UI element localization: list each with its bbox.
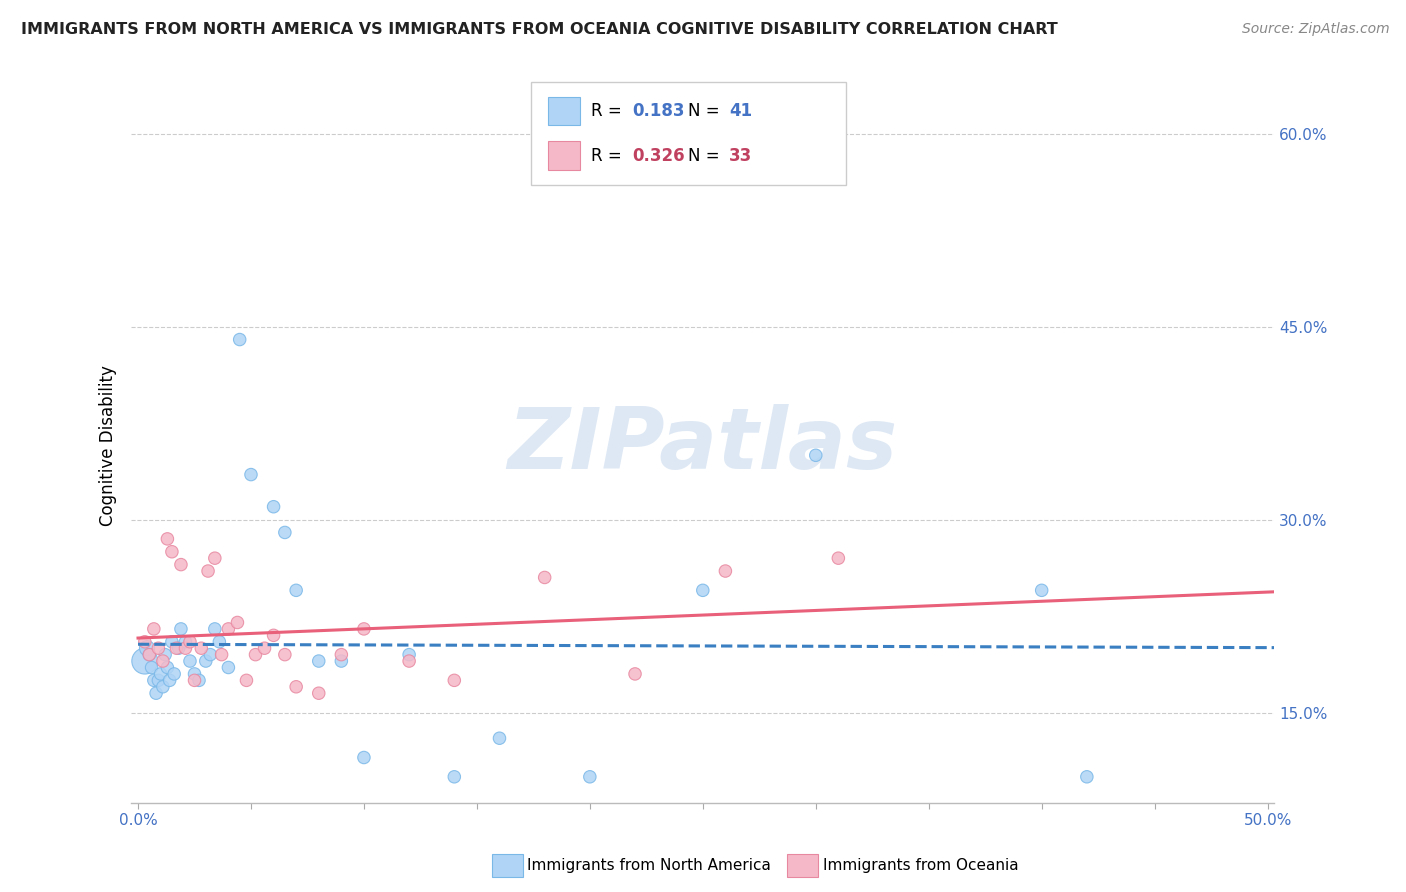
Point: [141, 660, 163, 674]
Point: [443, 673, 465, 688]
Text: 0.326: 0.326: [631, 146, 685, 164]
Text: 41: 41: [730, 103, 752, 120]
Point: [443, 770, 465, 784]
Point: [167, 641, 190, 656]
Text: Immigrants from Oceania: Immigrants from Oceania: [823, 858, 1018, 872]
Point: [170, 622, 193, 636]
Text: R =: R =: [591, 146, 627, 164]
Point: [245, 648, 267, 662]
Point: [398, 648, 420, 662]
Point: [163, 667, 186, 681]
Point: [142, 673, 165, 688]
Point: [692, 583, 714, 598]
Point: [179, 634, 201, 648]
Point: [142, 622, 165, 636]
Point: [156, 660, 179, 674]
Point: [263, 500, 285, 514]
Point: [138, 648, 160, 662]
Point: [165, 641, 187, 656]
Point: [488, 731, 510, 746]
Point: [156, 532, 179, 546]
Point: [226, 615, 249, 630]
Point: [152, 680, 174, 694]
FancyBboxPatch shape: [531, 82, 845, 186]
Point: [217, 622, 239, 636]
Point: [145, 686, 167, 700]
Point: [153, 648, 176, 662]
Point: [149, 667, 172, 681]
Point: [398, 654, 420, 668]
Point: [330, 654, 353, 668]
FancyBboxPatch shape: [548, 97, 581, 126]
Point: [579, 770, 602, 784]
Point: [148, 673, 170, 688]
Point: [208, 634, 231, 648]
Text: N =: N =: [688, 103, 725, 120]
Text: R =: R =: [591, 103, 627, 120]
Point: [136, 641, 159, 656]
Text: N =: N =: [688, 146, 725, 164]
Point: [285, 680, 308, 694]
Point: [160, 634, 183, 648]
Y-axis label: Cognitive Disability: Cognitive Disability: [100, 365, 117, 526]
Point: [533, 570, 555, 584]
Text: IMMIGRANTS FROM NORTH AMERICA VS IMMIGRANTS FROM OCEANIA COGNITIVE DISABILITY CO: IMMIGRANTS FROM NORTH AMERICA VS IMMIGRA…: [21, 22, 1057, 37]
Point: [183, 667, 205, 681]
Point: [152, 654, 174, 668]
Point: [714, 564, 737, 578]
Point: [235, 673, 257, 688]
Point: [308, 686, 330, 700]
Point: [353, 750, 375, 764]
Point: [827, 551, 849, 566]
Point: [134, 634, 156, 648]
Point: [274, 648, 297, 662]
Point: [217, 660, 239, 674]
Point: [148, 641, 170, 656]
Point: [160, 545, 183, 559]
Point: [353, 622, 375, 636]
Point: [204, 551, 226, 566]
Point: [804, 448, 827, 462]
Point: [174, 641, 197, 656]
Point: [240, 467, 263, 482]
Point: [308, 654, 330, 668]
Point: [624, 667, 647, 681]
Text: Immigrants from North America: Immigrants from North America: [527, 858, 770, 872]
Text: 0.183: 0.183: [631, 103, 685, 120]
Point: [1031, 583, 1053, 598]
Point: [183, 673, 205, 688]
Point: [274, 525, 297, 540]
Point: [211, 648, 233, 662]
Point: [1076, 770, 1098, 784]
Point: [179, 654, 201, 668]
Point: [138, 648, 160, 662]
Point: [188, 673, 211, 688]
Text: 33: 33: [730, 146, 752, 164]
Point: [285, 583, 308, 598]
Point: [190, 641, 212, 656]
Point: [170, 558, 193, 572]
Point: [330, 648, 353, 662]
Point: [194, 654, 217, 668]
Point: [228, 333, 250, 347]
Point: [200, 648, 222, 662]
Point: [204, 622, 226, 636]
Text: Source: ZipAtlas.com: Source: ZipAtlas.com: [1241, 22, 1389, 37]
Point: [197, 564, 219, 578]
Point: [253, 641, 276, 656]
Point: [159, 673, 181, 688]
FancyBboxPatch shape: [548, 141, 581, 169]
Text: ZIPatlas: ZIPatlas: [508, 404, 898, 487]
Point: [174, 634, 197, 648]
Point: [134, 654, 156, 668]
Point: [263, 628, 285, 642]
